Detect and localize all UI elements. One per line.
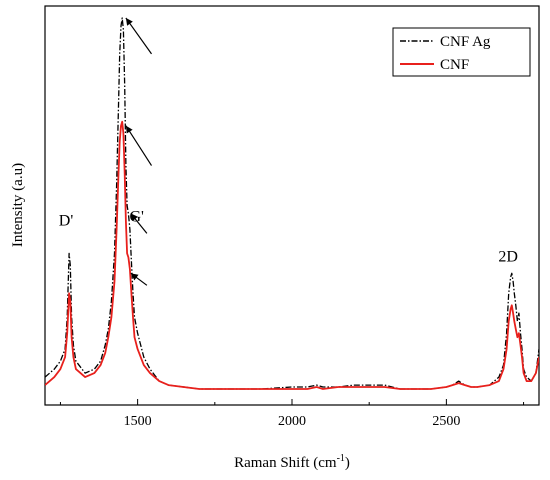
peak-label: D' bbox=[59, 212, 74, 229]
x-axis-title-end: ) bbox=[345, 455, 350, 471]
legend-label-cnf: CNF bbox=[440, 57, 469, 73]
arrow-head bbox=[130, 273, 139, 281]
series-line-cnf bbox=[45, 120, 539, 390]
y-axis-title: Intensity (a.u) bbox=[10, 163, 26, 247]
legend-label-cnf-ag: CNF Ag bbox=[440, 34, 491, 50]
arrow-head bbox=[130, 213, 138, 222]
arrow-head bbox=[125, 17, 133, 26]
peak-label: 2D bbox=[498, 248, 518, 265]
x-tick-label: 2500 bbox=[432, 414, 460, 429]
x-axis-title-superscript: -1 bbox=[337, 453, 345, 464]
x-tick-label: 2000 bbox=[278, 414, 306, 429]
x-axis-title: Raman Shift (cm-1) bbox=[234, 453, 350, 471]
arrow-line bbox=[125, 125, 153, 166]
arrow-head bbox=[125, 125, 133, 134]
legend-box bbox=[392, 27, 531, 77]
arrow-line bbox=[125, 17, 153, 55]
legend: CNF Ag CNF bbox=[392, 27, 531, 77]
x-tick-label: 1500 bbox=[124, 414, 152, 429]
